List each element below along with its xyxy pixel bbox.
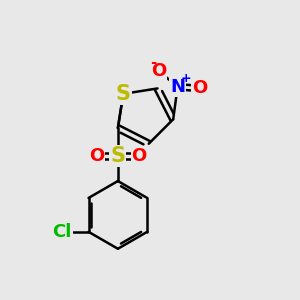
Text: O: O	[89, 147, 104, 165]
Text: O: O	[131, 147, 147, 165]
Text: Cl: Cl	[52, 223, 72, 241]
Text: S: S	[110, 146, 125, 166]
Text: N: N	[170, 78, 185, 96]
Text: O: O	[151, 62, 166, 80]
Text: S: S	[116, 84, 131, 104]
Text: -: -	[150, 55, 156, 70]
Text: O: O	[192, 80, 207, 98]
Text: +: +	[181, 72, 191, 85]
